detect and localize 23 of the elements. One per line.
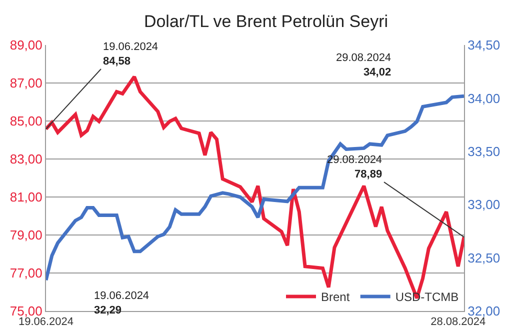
y-tick-label: 79,00 [10,228,42,243]
y2-tick-label: 33,50 [468,144,500,159]
y2-tick-label: 34,00 [468,90,500,106]
chart-title: Dolar/TL ve Brent Petrolün Seyri [144,12,388,31]
annotation: 19.06.2024 32,29 [94,290,150,316]
legend-label: USD-TCMB [395,290,459,304]
x-tick-label: 28.08.2024 [430,316,486,328]
y-tick-label: 75,00 [10,304,42,319]
y-tick-label: 87,00 [10,76,42,91]
y-tick-label: 89,00 [10,38,42,53]
legend-label: Brent [321,290,350,304]
y-tick-label: 81,00 [10,190,42,205]
annotation: 29.08.2024 34,02 [336,52,392,78]
y2-tick-label: 32,50 [468,250,500,266]
annotation: 19.06.2024 84,58 [103,41,158,68]
x-tick-label: 19.06.2024 [18,316,74,328]
y-tick-label: 83,00 [10,152,42,167]
y-tick-label: 85,00 [10,114,42,129]
y2-tick-label: 33,00 [468,197,500,212]
line-series [46,94,464,282]
y2-tick-label: 32,00 [468,304,500,319]
y-tick-label: 77,00 [10,266,42,281]
y2-tick-label: 34,50 [468,38,500,53]
